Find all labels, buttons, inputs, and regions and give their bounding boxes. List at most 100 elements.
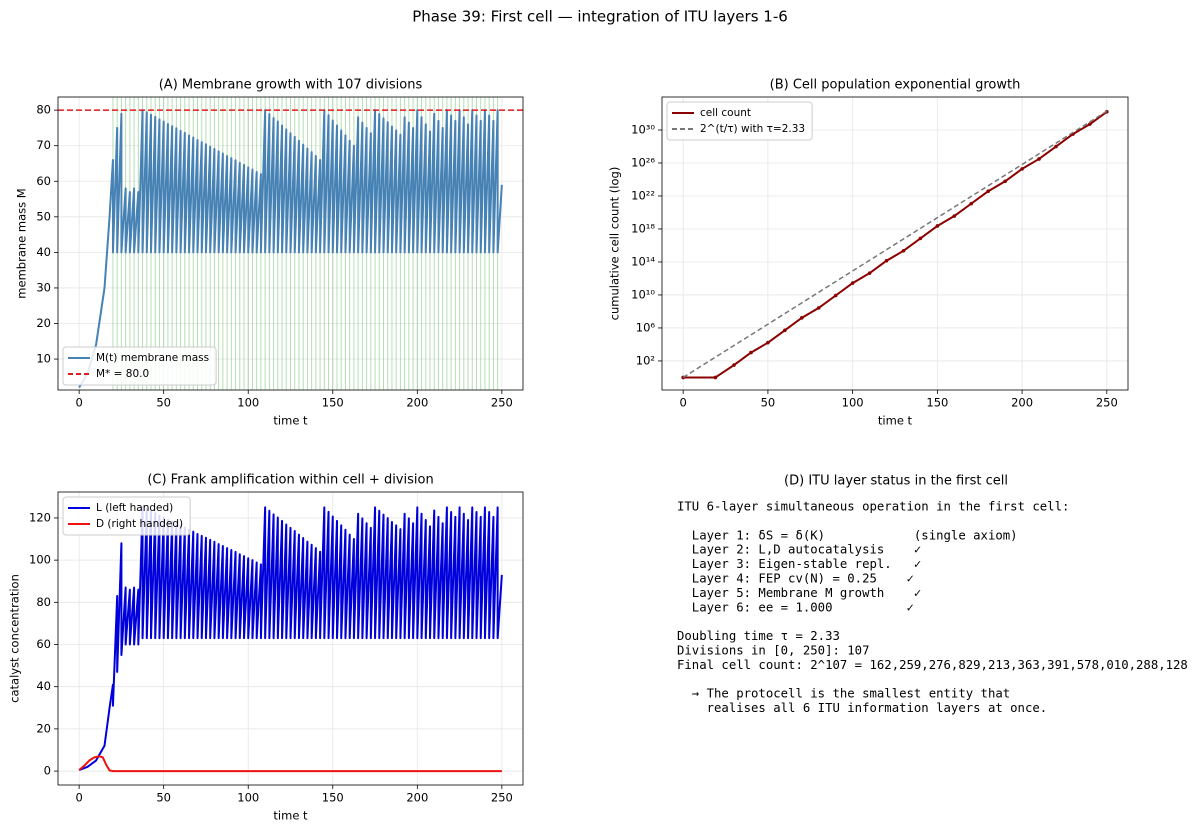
legend-label: D (right handed) — [96, 518, 183, 530]
series-marker — [1020, 167, 1024, 171]
y-tick-label: 60 — [36, 637, 51, 651]
series-marker — [732, 363, 736, 367]
legend-box — [62, 346, 217, 386]
x-tick-label: 250 — [1096, 396, 1118, 410]
series-line — [78, 755, 502, 773]
status-line: realises all 6 ITU information layers at… — [677, 701, 1047, 715]
axes-title: (C) Frank amplification within cell + di… — [147, 473, 433, 488]
legend-box — [62, 496, 191, 536]
y-tick-label: 10¹⁸ — [631, 221, 655, 235]
series-marker — [918, 236, 923, 241]
series-marker — [901, 249, 906, 253]
y-tick-label: 10²² — [631, 188, 655, 202]
series-marker — [935, 224, 940, 228]
y-tick-label: 80 — [36, 103, 51, 117]
series-marker — [800, 316, 804, 320]
x-tick-label: 200 — [406, 791, 428, 805]
legend: L (left handed) D (right handed) — [62, 496, 191, 536]
figure-title: Phase 39: First cell — integration of IT… — [412, 8, 788, 26]
y-tick-label: 120 — [29, 510, 51, 524]
x-tick-label: 100 — [237, 396, 259, 410]
legend: M(t) membrane mass M* = 80.0 — [62, 346, 217, 386]
x-tick-label: 50 — [761, 396, 776, 410]
y-tick-label: 70 — [36, 138, 51, 152]
y-tick-label: 20 — [36, 721, 51, 735]
axes-frame — [57, 491, 524, 786]
series-marker — [952, 214, 957, 218]
y-tick-label: 100 — [29, 553, 51, 567]
series-line — [78, 109, 503, 389]
plot-area — [662, 97, 1128, 390]
y-tick-label: 20 — [36, 316, 51, 330]
series-line — [682, 110, 1108, 379]
x-tick-label: 200 — [1011, 396, 1033, 410]
y-tick-label: 0 — [44, 764, 51, 778]
y-tick-label: 10³⁰ — [631, 122, 655, 136]
x-tick-label: 250 — [491, 396, 513, 410]
y-tick-label: 40 — [36, 679, 51, 693]
y-tick-label: 50 — [36, 209, 51, 223]
status-line: → The protocell is the smallest entity t… — [677, 687, 1010, 701]
series-marker — [1037, 157, 1041, 161]
y-axis-label: membrane mass M — [15, 188, 29, 298]
y-tick-label: 10⁶ — [636, 320, 656, 334]
y-tick-label: 10¹⁴ — [631, 254, 655, 268]
plot-area — [58, 97, 523, 390]
x-tick-label: 150 — [322, 791, 344, 805]
legend-label: M(t) membrane mass — [96, 352, 209, 364]
x-tick-label: 100 — [842, 396, 864, 410]
y-axis-label: catalyst concentration — [8, 574, 22, 703]
series-marker — [833, 293, 838, 298]
series-marker — [783, 328, 787, 333]
series-marker — [850, 281, 855, 285]
status-line: Layer 2: L,D autocatalysis ✓ — [677, 543, 921, 557]
status-line: Layer 4: FEP cv(N) = 0.25 ✓ — [677, 572, 914, 586]
plot-area — [58, 492, 523, 785]
x-tick-label: 150 — [322, 396, 344, 410]
x-axis-label: time t — [878, 414, 913, 428]
status-line: Layer 6: ee = 1.000 ✓ — [677, 600, 914, 614]
panel-title: (D) ITU layer status in the first cell — [784, 474, 1008, 489]
axes-title: (B) Cell population exponential growth — [770, 78, 1021, 93]
x-tick-label: 100 — [237, 791, 259, 805]
x-tick-label: 250 — [491, 791, 513, 805]
series-marker — [1054, 144, 1058, 149]
y-tick-label: 10² — [636, 353, 655, 367]
x-tick-label: 50 — [156, 791, 171, 805]
x-tick-label: 150 — [926, 396, 948, 410]
series-marker — [713, 375, 718, 380]
y-tick-label: 60 — [36, 174, 51, 188]
y-tick-label: 10²⁶ — [631, 155, 655, 169]
legend-label: L (left handed) — [96, 502, 173, 514]
series-marker — [1003, 179, 1007, 184]
axes-frame — [57, 96, 524, 391]
y-tick-label: 30 — [36, 280, 51, 294]
legend-box — [666, 101, 813, 141]
legend-label: 2^(t/τ) with τ=2.33 — [700, 123, 805, 135]
status-line: Layer 3: Eigen-stable repl. ✓ — [677, 557, 921, 571]
x-tick-label: 200 — [406, 396, 428, 410]
status-line: ITU 6-layer simultaneous operation in th… — [677, 500, 1069, 514]
series-marker — [1088, 122, 1092, 126]
x-tick-label: 0 — [75, 791, 82, 805]
series-marker — [766, 340, 770, 345]
status-line: Final cell count: 2^107 = 162,259,276,82… — [677, 658, 1188, 672]
series-marker — [884, 258, 889, 263]
axes-title: (A) Membrane growth with 107 divisions — [159, 78, 423, 93]
series-marker — [867, 271, 872, 275]
series-marker — [986, 189, 990, 194]
legend: cell count 2^(t/τ) with τ=2.33 — [666, 101, 813, 141]
x-axis-label: time t — [273, 809, 308, 823]
y-tick-label: 10¹⁰ — [631, 287, 655, 301]
y-tick-label: 10 — [36, 352, 51, 366]
legend-label: cell count — [700, 107, 751, 119]
status-line: Divisions in [0, 250]: 107 — [677, 644, 870, 658]
y-axis-label: cumulative cell count (log) — [608, 167, 622, 321]
status-line: Doubling time τ = 2.33 — [677, 629, 840, 643]
x-tick-label: 0 — [75, 396, 82, 410]
series-marker — [969, 201, 974, 206]
x-tick-label: 50 — [156, 396, 171, 410]
x-tick-label: 0 — [680, 396, 687, 410]
